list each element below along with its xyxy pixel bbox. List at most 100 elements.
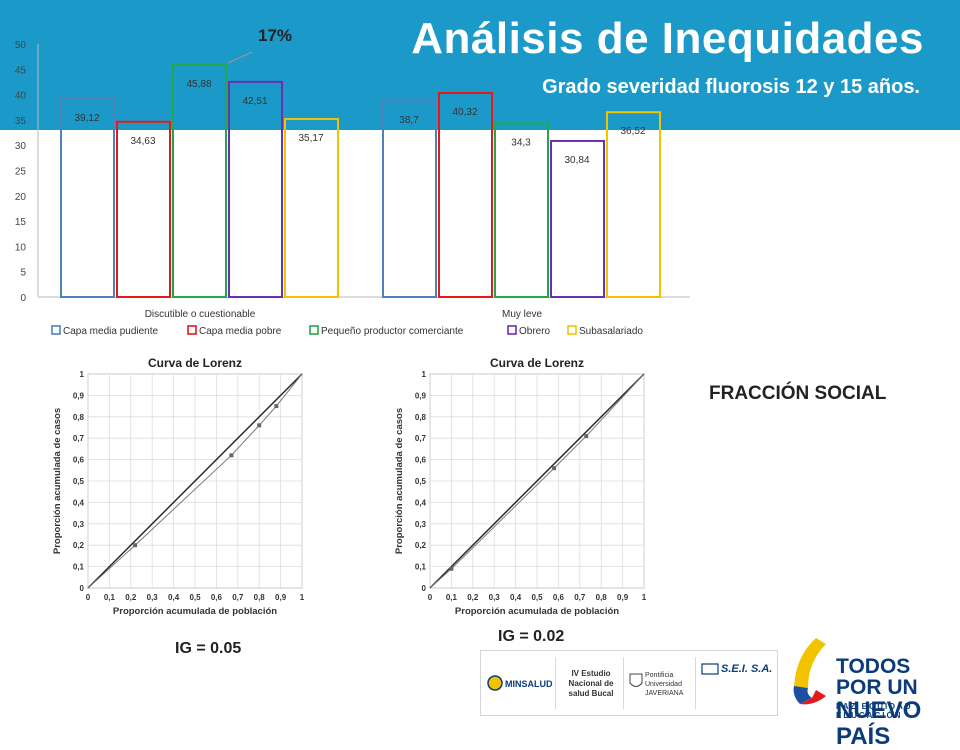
y-tick-label: 20	[15, 192, 27, 203]
lorenz-point	[257, 423, 262, 428]
lorenz-point	[133, 543, 138, 548]
lorenz-y-tick: 0,2	[73, 541, 85, 550]
bar-data-label: 34,3	[511, 137, 531, 148]
lorenz-y-tick: 0,1	[73, 563, 85, 572]
lorenz-x-tick: 1	[642, 593, 647, 602]
lorenz-title: Curva de Lorenz	[490, 356, 584, 370]
bar-data-label: 30,84	[564, 155, 589, 166]
colombia-shield-icon	[487, 675, 503, 691]
bar-chart: 0 5 10 15 20 25 30 35 40 45 50 39,12 34,63 45,88 42,51…	[15, 40, 690, 337]
bar	[60, 98, 115, 299]
lorenz-y-tick: 0,5	[73, 477, 85, 486]
lorenz-x-tick: 0,2	[125, 593, 137, 602]
lorenz-x-tick: 0,4	[510, 593, 522, 602]
y-tick-label: 25	[15, 167, 27, 178]
lorenz-x-tick: 0,5	[531, 593, 543, 602]
lorenz-x-tick: 0,7	[574, 593, 586, 602]
lorenz-y-tick: 0,6	[415, 456, 427, 465]
legend-swatch	[567, 325, 577, 335]
lorenz-x-tick: 0,8	[596, 593, 608, 602]
bar-data-label: 39,12	[74, 113, 99, 124]
lorenz-y-label: Proporción acumulada de casos	[394, 408, 405, 554]
bar-data-label: 36,52	[620, 126, 645, 137]
estudio-logo: IV Estudio Nacional de salud Bucal	[559, 657, 624, 709]
y-tick-label: 45	[15, 65, 27, 76]
lorenz-x-tick: 0,9	[617, 593, 629, 602]
fraction-social-label: FRACCIÓN SOCIAL	[709, 383, 887, 404]
bar	[550, 139, 605, 298]
lorenz-x-tick: 0,3	[489, 593, 501, 602]
ig-right-label: IG = 0.02	[498, 628, 565, 645]
x-category-label: Discutible o cuestionable	[145, 309, 256, 320]
legend-swatch	[187, 325, 197, 335]
lorenz-y-tick: 1	[80, 370, 85, 379]
lorenz-y-tick: 0,9	[415, 391, 427, 400]
page-title: Análisis de Inequidades	[411, 14, 924, 63]
bar	[116, 120, 171, 298]
lorenz-equality-line	[429, 373, 645, 589]
lorenz-x-tick: 0,3	[147, 593, 159, 602]
bar	[228, 80, 283, 298]
bar-data-label: 42,51	[242, 96, 267, 107]
ig-left-label: IG = 0.05	[175, 640, 242, 657]
y-tick-label: 30	[15, 141, 27, 152]
lorenz-x-label: Proporción acumulada de población	[455, 606, 619, 617]
legend-entry: Obrero	[519, 326, 551, 337]
lorenz-x-label: Proporción acumulada de población	[113, 606, 277, 617]
lorenz-y-tick: 0,8	[73, 413, 85, 422]
bar-data-label: 45,88	[186, 79, 211, 90]
lorenz-title: Curva de Lorenz	[148, 356, 242, 370]
bar	[382, 100, 437, 299]
lorenz-y-tick: 0,9	[73, 391, 85, 400]
legend-swatch	[507, 325, 517, 335]
lorenz-x-tick: 0,8	[254, 593, 266, 602]
lorenz-point	[274, 404, 279, 409]
lorenz-chart-right: Curva de Lorenz 00 0,1 0,1 0,2 0,2 0,3 0,3 0,4 0,…	[394, 356, 647, 617]
bar	[438, 91, 493, 298]
lorenz-x-tick: 1	[300, 593, 305, 602]
lorenz-x-tick: 0,7	[232, 593, 244, 602]
bar-data-label: 38,7	[399, 115, 419, 126]
lorenz-y-tick: 0,2	[415, 541, 427, 550]
lorenz-y-tick: 0,1	[415, 563, 427, 572]
bar	[606, 111, 661, 298]
lorenz-x-tick: 0,9	[275, 593, 287, 602]
lorenz-x-tick: 0,5	[189, 593, 201, 602]
y-tick-label: 15	[15, 217, 27, 228]
lorenz-y-tick: 0,8	[415, 413, 427, 422]
lorenz-y-tick: 0,3	[73, 520, 85, 529]
lorenz-y-tick: 0,5	[415, 477, 427, 486]
monitor-icon	[701, 663, 719, 675]
bar	[494, 122, 549, 298]
y-tick-label: 10	[15, 242, 27, 253]
javeriana-logo: Pontificia Universidad JAVERIANA	[627, 657, 696, 709]
university-crest-icon	[629, 673, 643, 687]
legend-entry: Capa media pobre	[199, 326, 282, 337]
lorenz-equality-line	[87, 373, 303, 589]
bar	[172, 63, 227, 298]
legend-entry: Pequeño productor comerciante	[321, 326, 464, 337]
y-tick-label: 50	[15, 40, 27, 51]
lorenz-point	[552, 466, 557, 471]
lorenz-y-tick: 1	[422, 370, 427, 379]
legend-swatch	[51, 325, 61, 335]
y-tick-label: 5	[20, 268, 26, 279]
minsalud-logo: MINSALUD	[485, 657, 556, 709]
lorenz-x-tick: 0,1	[446, 593, 458, 602]
lorenz-y-tick: 0,7	[415, 434, 427, 443]
lorenz-point	[449, 566, 454, 571]
y-tick-label: 40	[15, 91, 27, 102]
lorenz-y-tick: 0,4	[73, 498, 85, 507]
lorenz-x-tick: 0,1	[104, 593, 116, 602]
lorenz-x-tick: 0,2	[467, 593, 479, 602]
page-subtitle: Grado severidad fluorosis 12 y 15 años.	[542, 76, 920, 98]
lorenz-chart-left: Curva de Lorenz 00 0,1 0,1 0,2 0,2 0,3 0,3 0,4 0,…	[52, 356, 305, 617]
lorenz-point	[229, 453, 234, 458]
lorenz-y-tick: 0,4	[415, 498, 427, 507]
lorenz-x-tick: 0	[86, 593, 91, 602]
percent-annotation: 17%	[258, 26, 293, 45]
y-tick-label: 35	[15, 116, 27, 127]
lorenz-x-tick: 0,6	[211, 593, 223, 602]
lorenz-point	[584, 434, 589, 439]
lorenz-x-tick: 0	[428, 593, 433, 602]
